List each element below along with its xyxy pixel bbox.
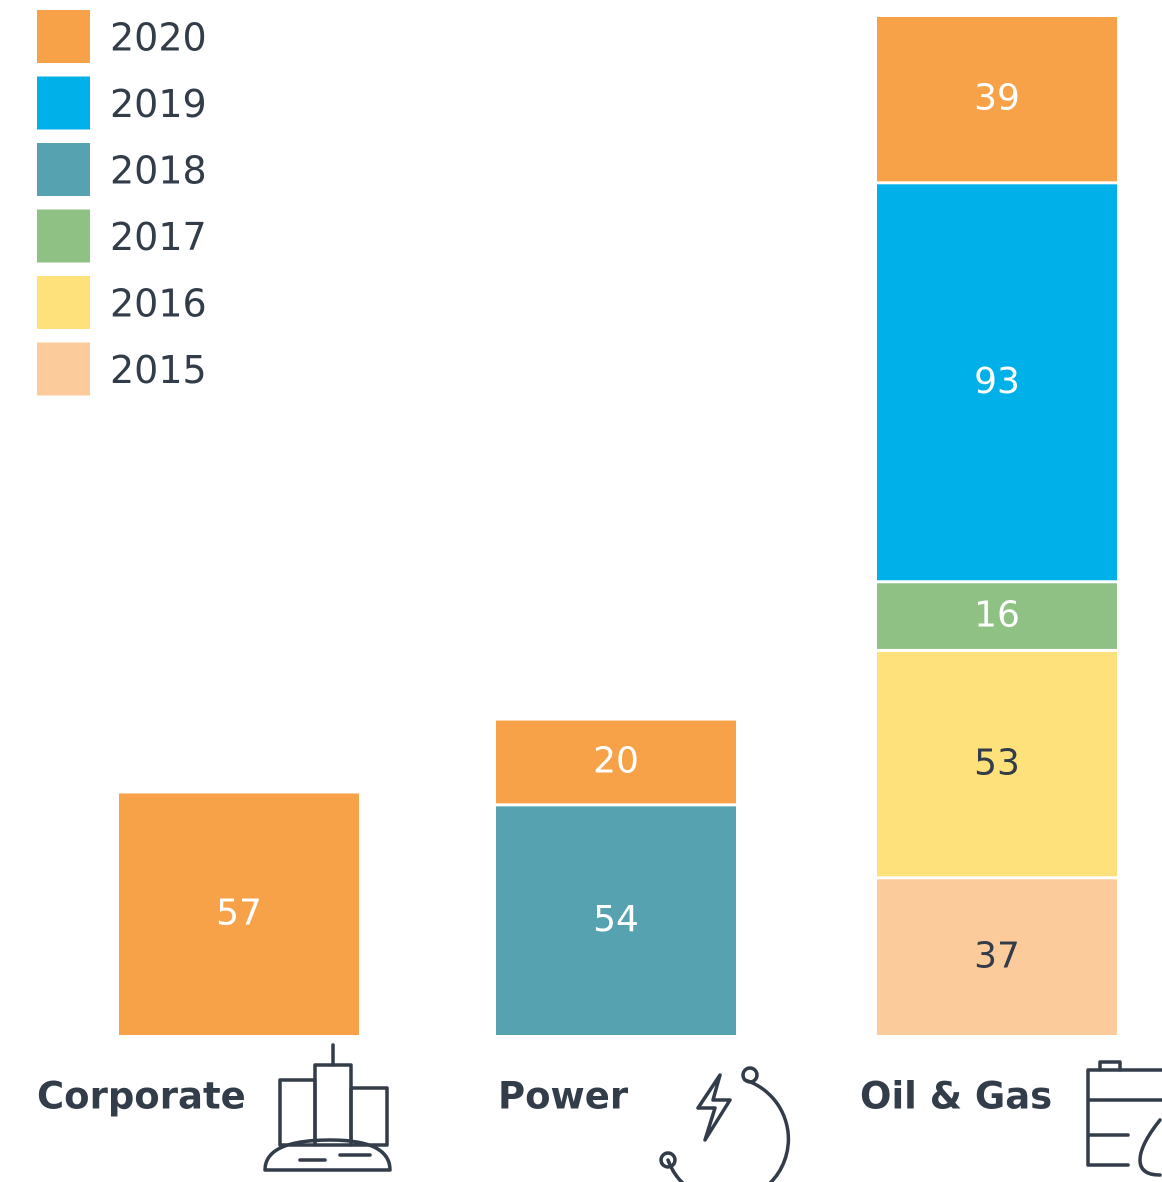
data-label: 54 — [593, 899, 639, 940]
bar-segment — [877, 879, 1117, 1035]
bar-segment — [877, 651, 1117, 877]
bar-segment — [496, 806, 736, 1035]
data-label: 53 — [974, 743, 1020, 784]
legend-swatch — [37, 342, 90, 396]
data-label: 39 — [974, 78, 1020, 119]
bar-segment — [877, 17, 1117, 182]
bar-segment — [496, 720, 736, 804]
category-label: Oil & Gas — [860, 1075, 1052, 1118]
legend-label: 2018 — [110, 149, 207, 193]
legend-label: 2017 — [110, 215, 207, 259]
data-label: 37 — [974, 936, 1020, 977]
legend-swatch — [37, 76, 90, 130]
category-label: Power — [498, 1075, 629, 1118]
bar-segment — [119, 793, 359, 1035]
data-label: 16 — [974, 595, 1020, 636]
legend-swatch — [37, 276, 90, 329]
power-icon — [659, 1066, 791, 1182]
data-label: 93 — [974, 361, 1020, 402]
legend-swatch — [37, 209, 90, 263]
data-label: 57 — [216, 893, 262, 934]
bar-segment — [877, 184, 1117, 581]
data-label: 20 — [593, 740, 639, 781]
legend-label: 2019 — [110, 82, 207, 126]
corporate-icon — [263, 1043, 392, 1172]
legend-swatch — [37, 143, 90, 196]
bar-segment — [877, 583, 1117, 649]
legend-label: 2016 — [110, 282, 207, 326]
legend-label: 2020 — [110, 16, 207, 60]
legend-swatch — [37, 10, 90, 63]
category-label: Corporate — [37, 1075, 246, 1118]
oil-gas-icon — [1086, 1060, 1162, 1177]
legend-label: 2015 — [110, 348, 207, 392]
